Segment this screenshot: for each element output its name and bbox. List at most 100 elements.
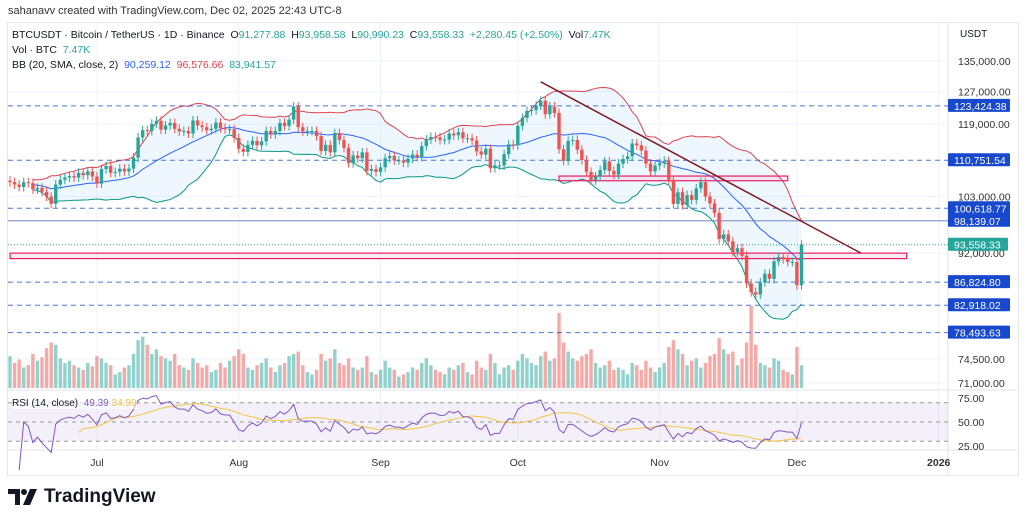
candle	[452, 129, 456, 140]
candle-body	[607, 161, 612, 171]
candle-body	[497, 165, 502, 167]
volume-bar	[470, 374, 474, 388]
candle	[749, 278, 753, 297]
candle-body	[671, 179, 676, 204]
price-level-badge-bg	[948, 275, 1010, 289]
bb-indicator-label[interactable]: BB (20, SMA, close, 2)	[12, 59, 119, 71]
candle-body	[351, 155, 355, 164]
candle-body	[506, 144, 511, 155]
price-level-badge-bg	[948, 201, 1010, 215]
bb-basis-value: 90,259.12	[124, 59, 171, 71]
candle	[667, 156, 671, 185]
rsi-indicator-label[interactable]: RSI (14, close)	[12, 398, 79, 409]
candle-body	[676, 192, 680, 204]
price-level-badge-bg	[948, 325, 1010, 339]
candle	[49, 192, 53, 209]
candle-body	[470, 138, 474, 141]
candle	[786, 254, 790, 267]
candle	[680, 187, 685, 210]
candle-body	[99, 169, 104, 184]
volume-bar	[250, 369, 255, 388]
candle	[781, 252, 785, 264]
volume-indicator-label[interactable]: Vol · BTC	[12, 44, 57, 56]
candle	[708, 192, 712, 208]
candle-body	[722, 234, 726, 240]
candle-body	[612, 170, 616, 175]
candle	[177, 124, 181, 136]
candle	[319, 131, 323, 156]
candle-body	[246, 144, 250, 152]
volume-bar	[282, 362, 287, 388]
candle	[497, 160, 502, 170]
volume-bar	[54, 344, 58, 388]
candle	[607, 156, 612, 176]
volume-bar	[502, 367, 506, 388]
volume-bar	[374, 374, 378, 388]
volume-bar	[424, 358, 429, 388]
candle	[598, 165, 602, 182]
volume-bar	[410, 367, 415, 388]
candle-body	[40, 187, 44, 192]
candle	[328, 140, 332, 157]
tradingview-logo[interactable]: TradingView	[8, 486, 156, 508]
candle-body	[72, 176, 76, 178]
candle	[237, 133, 241, 154]
volume-bar	[287, 356, 291, 388]
volume-bar	[360, 367, 364, 388]
volume-bar	[264, 358, 268, 388]
candle-body	[525, 110, 529, 118]
candle	[484, 144, 488, 160]
candle-body	[12, 182, 17, 185]
high-value: 93,958.58	[298, 29, 346, 41]
candle-body	[388, 155, 392, 159]
candle-body	[424, 139, 429, 147]
volume-bar	[301, 365, 305, 388]
candle	[205, 122, 209, 135]
candle-body	[177, 128, 181, 132]
volume-bar	[99, 358, 104, 388]
symbol-title[interactable]: BTCUSDT · Bitcoin / TetherUS · 1D · Bina…	[12, 29, 225, 41]
volume-bar	[630, 362, 634, 388]
volume-bar	[488, 353, 493, 388]
volume-bar	[140, 336, 145, 388]
candle	[433, 132, 438, 142]
candle	[140, 125, 145, 142]
candle	[118, 164, 122, 177]
symbol-row: BTCUSDT · Bitcoin / TetherUS · 1D · Bina…	[12, 28, 611, 43]
rsi-ma-value: 34.99	[111, 398, 137, 409]
candle	[644, 146, 648, 169]
volume-bar	[420, 362, 424, 388]
candle	[305, 126, 310, 136]
candle-body	[328, 144, 332, 153]
volume-bar	[406, 372, 410, 388]
candle	[722, 229, 726, 244]
volume-bar	[58, 358, 63, 388]
candle-body	[566, 140, 570, 161]
candle-body	[168, 122, 172, 126]
volume-bar	[259, 362, 264, 388]
candle	[122, 164, 127, 176]
volume-bar	[177, 365, 181, 388]
candle-body	[241, 148, 246, 152]
candle-body	[323, 144, 328, 152]
volume-bar	[474, 360, 479, 388]
candle-body	[598, 170, 602, 177]
candle	[145, 125, 149, 136]
time-axis-tick: Aug	[229, 457, 248, 469]
candle	[612, 166, 616, 180]
price-level-badge: 98,139.07	[948, 213, 1010, 228]
candle	[337, 128, 342, 145]
volume-bar	[182, 367, 186, 388]
candle	[209, 124, 213, 135]
volume-bar	[694, 358, 698, 388]
candle-body	[461, 132, 465, 139]
candle-body	[406, 158, 410, 163]
candle	[520, 113, 525, 131]
volume-bar	[571, 358, 575, 388]
candle	[365, 147, 369, 176]
candle	[571, 135, 575, 146]
price-axis-tick: 103,000.00	[958, 192, 1011, 204]
candle	[26, 177, 30, 188]
chart-credit: sahanavv created with TradingView.com, D…	[8, 5, 342, 17]
